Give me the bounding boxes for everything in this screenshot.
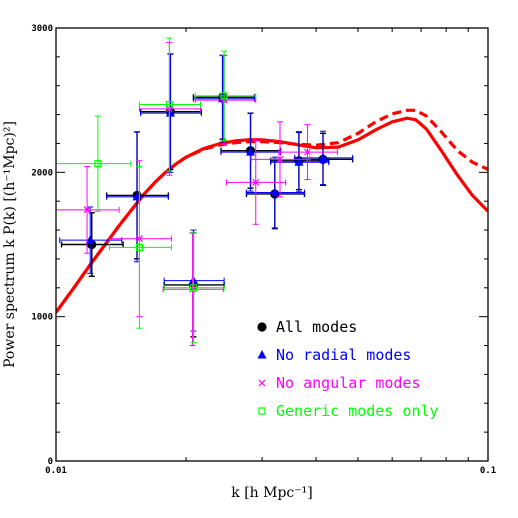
legend: All modes No radial modes No angular modes…: [257, 318, 439, 420]
legend-marker: [257, 350, 267, 359]
axis-ticks: 0.01 0.1 0 1000 2000 3000: [31, 24, 496, 476]
data-point: [85, 235, 95, 244]
data-point: [94, 160, 102, 168]
legend-item: No angular modes: [258, 374, 421, 392]
cross-stroke: [304, 148, 311, 156]
data-point: [252, 179, 260, 186]
data-point: [83, 206, 91, 214]
legend-marker: [258, 379, 266, 387]
model-curves: [56, 108, 488, 314]
cross-stroke: [276, 155, 284, 163]
x-tick-label: 0.01: [45, 466, 67, 476]
y-tick-label: 0: [48, 457, 53, 467]
data-point: [246, 147, 256, 156]
data-point: [220, 92, 228, 100]
y-tick-label: 3000: [31, 24, 53, 34]
data-point: [294, 157, 304, 166]
y-tick-label: 1000: [31, 313, 53, 323]
legend-label: No angular modes: [276, 374, 421, 392]
legend-label: No radial modes: [276, 346, 411, 364]
legend-item: No radial modes: [257, 346, 411, 364]
plot-frame: [55, 27, 489, 462]
model-curve-solid: [56, 116, 488, 314]
data-point: [165, 100, 173, 109]
data-point: [189, 284, 198, 292]
legend-marker: [257, 322, 267, 332]
data-points: [55, 37, 354, 347]
legend-label: All modes: [276, 318, 357, 336]
cross-stroke: [83, 206, 91, 214]
data-point: [135, 243, 144, 251]
data-point: [165, 108, 175, 117]
data-point: [318, 152, 328, 162]
series-generic-modes-only: [55, 37, 257, 344]
series-all-modes: [60, 53, 354, 338]
data-point: [276, 155, 284, 163]
data-point: [270, 187, 280, 197]
x-tick-label: 0.1: [480, 466, 496, 476]
legend-item: Generic modes only: [258, 402, 439, 420]
y-tick-label: 2000: [31, 168, 53, 178]
y-axis-title: Power spectrum k P(k) [(h⁻¹Mpc)²]: [2, 121, 18, 368]
legend-marker: [258, 407, 266, 415]
cross-stroke: [258, 379, 266, 387]
legend-label: Generic modes only: [276, 402, 439, 420]
legend-item: All modes: [257, 318, 357, 336]
data-point: [304, 148, 311, 156]
cross-stroke: [252, 179, 260, 186]
x-axis-title: k [h Mpc⁻¹]: [231, 485, 312, 501]
